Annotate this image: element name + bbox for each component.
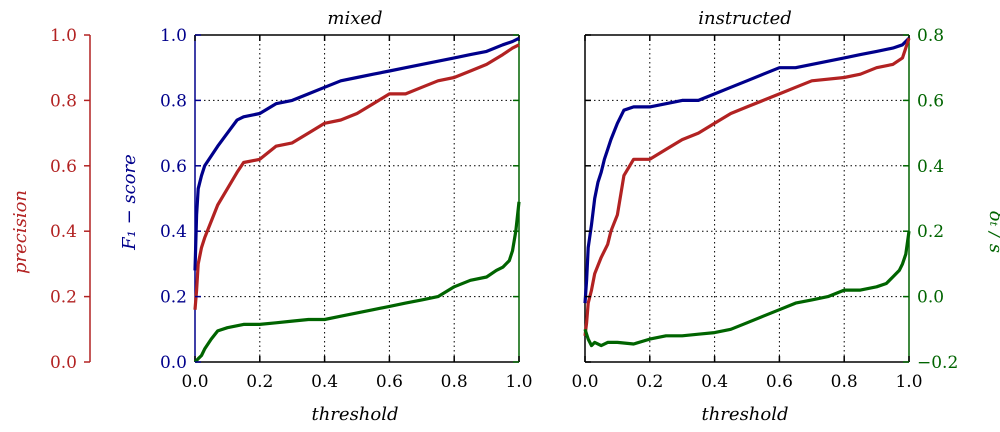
series-line-precision bbox=[193, 43, 520, 310]
delta-tick-label: 0.2 bbox=[917, 222, 944, 242]
panel-title-mixed: mixed bbox=[327, 8, 382, 29]
f1-tick-label: 0.0 bbox=[160, 353, 187, 373]
series-line-delta bbox=[193, 201, 521, 364]
x-tick-label: 0.6 bbox=[766, 372, 793, 392]
f1-tick-label: 0.2 bbox=[160, 288, 187, 308]
x-tick-label: 0.6 bbox=[376, 372, 403, 392]
panel-title-instructed: instructed bbox=[698, 8, 792, 29]
series-line-delta bbox=[583, 230, 911, 348]
f1-tick-label: 0.8 bbox=[160, 91, 187, 111]
x-tick-label: 0.8 bbox=[831, 372, 858, 392]
x-axis-label-left: threshold bbox=[311, 404, 398, 425]
x-tick-label: 0.2 bbox=[246, 372, 273, 392]
f1-tick-label: 0.6 bbox=[160, 157, 187, 177]
delta-tick-label: −0.2 bbox=[917, 353, 958, 373]
series-line-precision bbox=[583, 37, 911, 336]
delta-tick-label: 0.6 bbox=[917, 91, 944, 111]
precision-tick-label: 0.2 bbox=[50, 288, 77, 308]
x-axis-label-right: threshold bbox=[701, 404, 788, 425]
precision-tick-label: 0.4 bbox=[50, 222, 77, 242]
delta-tick-label: 0.4 bbox=[917, 157, 944, 177]
x-tick-label: 0.2 bbox=[636, 372, 663, 392]
series-line-f1 bbox=[583, 37, 911, 304]
f1-tick-label: 1.0 bbox=[160, 26, 187, 46]
x-tick-label: 0.4 bbox=[311, 372, 338, 392]
x-tick-label: 0.0 bbox=[571, 372, 598, 392]
delta-tick-label: 0.8 bbox=[917, 26, 944, 46]
precision-axis-label: precision bbox=[10, 190, 31, 274]
x-tick-label: 1.0 bbox=[895, 372, 922, 392]
delta-tick-label: 0.0 bbox=[917, 288, 944, 308]
precision-tick-label: 0.8 bbox=[50, 91, 77, 111]
x-tick-label: 0.4 bbox=[701, 372, 728, 392]
delta-axis-label: δ̅ₜ / s bbox=[985, 211, 1000, 253]
precision-tick-label: 0.6 bbox=[50, 157, 77, 177]
f1-tick-label: 0.4 bbox=[160, 222, 187, 242]
x-tick-label: 1.0 bbox=[505, 372, 532, 392]
x-tick-label: 0.0 bbox=[181, 372, 208, 392]
f1-axis-label: F₁ − score bbox=[119, 154, 140, 251]
series-line-f1 bbox=[193, 36, 520, 271]
precision-tick-label: 0.0 bbox=[50, 353, 77, 373]
chart-plot-area: 0.0 0.2 0.4 0.6 0.8 1.0 0.0 0.2 0.4 0.6 0.8 1.00.00… bbox=[50, 26, 958, 392]
precision-tick-label: 1.0 bbox=[50, 26, 77, 46]
x-tick-label: 0.8 bbox=[441, 372, 468, 392]
